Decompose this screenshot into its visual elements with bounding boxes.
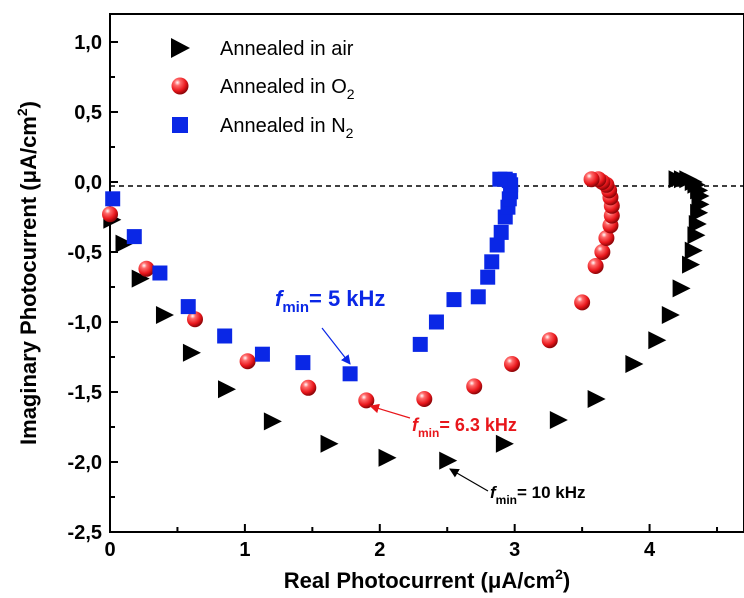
- data-point-air: [320, 434, 339, 453]
- fmin-arrow-2: [449, 468, 489, 492]
- x-tick-label: 1: [239, 539, 250, 561]
- x-axis-title: Real Photocurrent (μA/cm2): [284, 566, 571, 593]
- data-point-n2: [492, 171, 508, 187]
- data-point-air: [263, 412, 282, 431]
- data-point-o2: [587, 258, 604, 274]
- data-point-n2: [180, 299, 196, 315]
- data-point-n2: [493, 224, 509, 240]
- data-point-air: [684, 241, 703, 260]
- data-point-n2: [489, 237, 505, 253]
- data-point-o2: [102, 206, 118, 223]
- legend-label-air: Annealed in air: [220, 38, 354, 60]
- data-point-n2: [152, 265, 168, 281]
- data-point-air: [682, 255, 701, 274]
- data-point-air: [668, 170, 687, 189]
- data-point-n2: [480, 269, 496, 285]
- data-point-air: [115, 234, 134, 253]
- data-point-n2: [126, 229, 142, 245]
- data-point-o2: [583, 171, 600, 188]
- data-point-air: [661, 306, 680, 324]
- data-point-air: [378, 448, 397, 467]
- x-tick-label: 3: [509, 539, 520, 561]
- legend-label-n2: Annealed in N2: [220, 115, 354, 141]
- x-axis-ticks: 0 1 2 3 4: [104, 524, 719, 561]
- data-point-o2: [503, 356, 520, 372]
- data-point-o2: [138, 260, 155, 277]
- legend: Annealed in air Annealed in O2 Annealed …: [171, 38, 355, 141]
- legend-marker-n2: [172, 117, 188, 133]
- data-point-air: [625, 355, 644, 373]
- data-point-n2: [254, 346, 270, 362]
- y-axis-ticks: 1,0 0,5 0,0 -0,5 -1,0 -1,5 -2,0 -2,5: [68, 32, 118, 544]
- data-point-air: [549, 411, 568, 429]
- data-point-air: [182, 343, 201, 362]
- data-point-air: [587, 390, 606, 408]
- y-tick-label: 0,5: [74, 102, 102, 124]
- x-tick-label: 4: [644, 539, 656, 561]
- y-tick-label: -1,0: [68, 312, 102, 334]
- x-tick-label: 2: [374, 539, 385, 561]
- fmin-arrow-0: [321, 327, 351, 365]
- fmin-annotation-2: fmin= 10 kHz: [490, 483, 586, 507]
- data-point-n2: [342, 366, 358, 382]
- legend-marker-air: [171, 38, 190, 58]
- data-point-n2: [470, 289, 486, 305]
- y-tick-label: -2,0: [68, 452, 102, 474]
- y-tick-label: -2,5: [68, 522, 102, 544]
- y-tick-label: 1,0: [74, 32, 102, 54]
- data-point-air: [439, 451, 458, 470]
- data-point-air: [495, 434, 514, 453]
- legend-marker-o2: [171, 77, 189, 95]
- fmin-annotation-0: fmin= 5 kHz: [275, 286, 385, 316]
- data-point-n2: [446, 292, 462, 308]
- data-point-n2: [428, 314, 444, 330]
- data-point-n2: [295, 355, 311, 371]
- data-point-n2: [484, 254, 500, 270]
- series-n2: [105, 171, 519, 382]
- y-tick-label: -0,5: [68, 242, 102, 264]
- plot-frame: [109, 13, 744, 533]
- data-point-o2: [541, 332, 558, 349]
- data-point-air: [672, 279, 691, 298]
- data-point-air: [131, 269, 150, 288]
- data-point-o2: [300, 379, 317, 396]
- legend-label-o2: Annealed in O2: [220, 76, 355, 102]
- data-point-o2: [416, 391, 433, 407]
- data-point-air: [648, 331, 667, 350]
- series-o2: [102, 171, 620, 409]
- data-point-o2: [598, 230, 615, 246]
- annotations: fmin= 5 kHz fmin= 6.3 kHz fmin= 10 kHz: [275, 286, 586, 507]
- y-tick-label: 0,0: [74, 172, 102, 194]
- fmin-annotation-1: fmin= 6.3 kHz: [412, 415, 517, 440]
- data-point-n2: [217, 328, 233, 344]
- y-tick-label: -1,5: [68, 382, 102, 404]
- data-point-n2: [105, 191, 121, 207]
- data-point-air: [155, 306, 174, 324]
- data-point-air: [218, 380, 237, 399]
- data-point-o2: [466, 378, 483, 395]
- data-point-o2: [186, 311, 203, 328]
- data-point-o2: [239, 353, 256, 370]
- data-point-o2: [594, 244, 611, 260]
- fmin-arrow-1: [369, 403, 411, 419]
- x-tick-label: 0: [104, 539, 115, 561]
- y-axis-title: Imaginary Photocurrent (μA/cm2): [14, 101, 41, 445]
- data-point-o2: [574, 294, 591, 311]
- data-point-n2: [412, 336, 428, 352]
